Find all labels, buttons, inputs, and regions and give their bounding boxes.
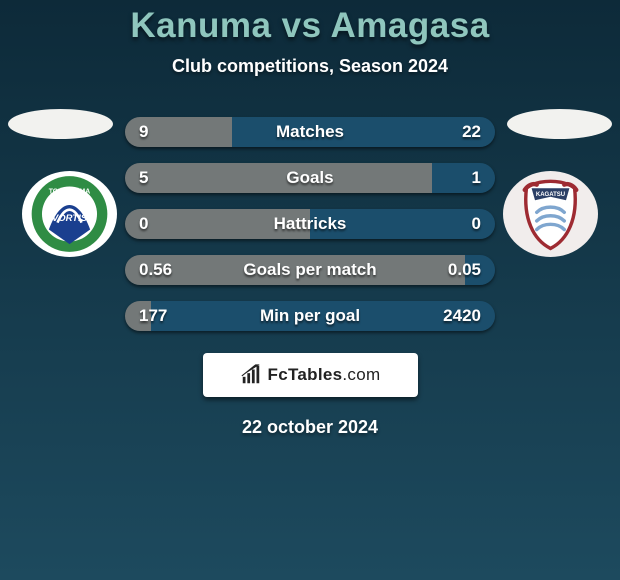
stat-bar-left bbox=[125, 163, 432, 193]
stat-bar-right bbox=[151, 301, 495, 331]
title-left: Kanuma bbox=[130, 6, 271, 45]
stat-row: Min per goal1772420 bbox=[125, 301, 495, 331]
bar-chart-icon bbox=[240, 364, 262, 386]
stat-bar-right bbox=[310, 209, 495, 239]
crest-right-icon: KAGATSU bbox=[503, 171, 598, 257]
stat-row: Goals51 bbox=[125, 163, 495, 193]
page-title: Kanuma vs Amagasa bbox=[0, 0, 620, 46]
stat-rows: Matches922 Goals51 Hattricks00 Goals per ma… bbox=[125, 117, 495, 331]
stat-bar-left bbox=[125, 255, 465, 285]
stat-row: Matches922 bbox=[125, 117, 495, 147]
title-right: Amagasa bbox=[331, 6, 490, 45]
stats-arena: TOKUSHIMA VORTIS KAGATSU Matches922 Goals… bbox=[0, 117, 620, 331]
footer-date: 22 october 2024 bbox=[0, 417, 620, 438]
branding-box[interactable]: FcTables.com bbox=[203, 353, 418, 397]
stat-bar-right bbox=[465, 255, 495, 285]
stat-bar-left bbox=[125, 209, 310, 239]
svg-text:KAGATSU: KAGATSU bbox=[536, 192, 565, 198]
branding-light: .com bbox=[342, 365, 380, 384]
stat-bar-left bbox=[125, 301, 151, 331]
team-badge-left: TOKUSHIMA VORTIS bbox=[22, 171, 117, 257]
stat-bar-right bbox=[432, 163, 495, 193]
stat-bar-left bbox=[125, 117, 232, 147]
svg-text:TOKUSHIMA: TOKUSHIMA bbox=[49, 188, 91, 195]
stat-row: Hattricks00 bbox=[125, 209, 495, 239]
subtitle: Club competitions, Season 2024 bbox=[0, 56, 620, 77]
stat-bar-right bbox=[232, 117, 495, 147]
branding-text: FcTables.com bbox=[268, 365, 381, 385]
flag-right bbox=[507, 109, 612, 139]
team-badge-right: KAGATSU bbox=[503, 171, 598, 257]
branding-bold: FcTables bbox=[268, 365, 343, 384]
flag-left bbox=[8, 109, 113, 139]
title-vs: vs bbox=[271, 6, 330, 45]
crest-left-icon: TOKUSHIMA VORTIS bbox=[22, 171, 117, 257]
svg-text:VORTIS: VORTIS bbox=[52, 213, 88, 224]
comparison-card: Kanuma vs Amagasa Club competitions, Sea… bbox=[0, 0, 620, 580]
stat-row: Goals per match0.560.05 bbox=[125, 255, 495, 285]
